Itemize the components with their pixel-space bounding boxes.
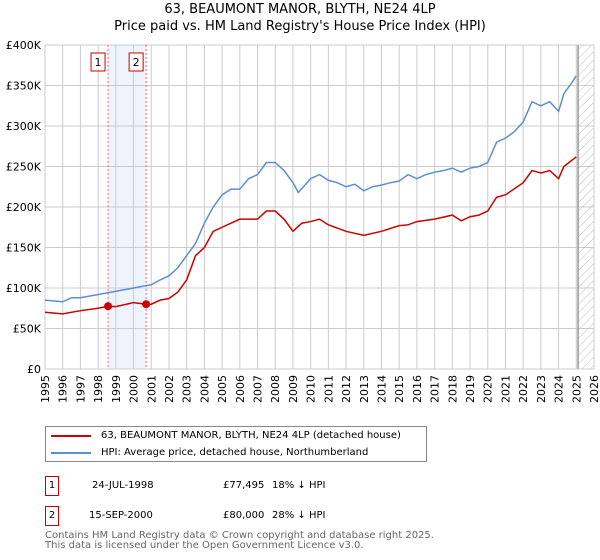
x-tick-label: 2001 (145, 375, 158, 403)
transaction-price: £77,495 (223, 480, 265, 491)
x-tick-label: 2012 (340, 375, 353, 403)
x-tick-label: 2022 (517, 375, 530, 403)
chart-title: 63, BEAUMONT MANOR, BLYTH, NE24 4LP (164, 2, 436, 17)
x-tick-label: 1998 (92, 375, 105, 403)
x-tick-label: 2010 (305, 375, 318, 403)
x-tick-label: 2024 (553, 375, 566, 403)
footer-line-2: This data is licensed under the Open Gov… (45, 540, 364, 551)
x-tick-label: 2014 (375, 375, 388, 403)
x-tick-label: 2016 (411, 375, 424, 403)
y-tick-label: £100K (6, 282, 42, 295)
y-tick-label: £300K (6, 120, 42, 133)
x-tick-label: 2004 (198, 375, 211, 403)
x-tick-label: 2009 (287, 375, 300, 403)
x-tick-label: 2003 (181, 375, 194, 403)
transaction-number: 2 (45, 506, 59, 526)
x-tick-label: 2023 (535, 375, 548, 403)
x-tick-label: 1997 (74, 375, 87, 403)
legend-red-line (51, 434, 91, 437)
y-tick-label: £250K (6, 161, 42, 174)
x-tick-label: 2007 (252, 375, 265, 403)
property-price-line (44, 156, 577, 315)
x-tick-label: 2000 (128, 375, 141, 403)
legend: 63, BEAUMONT MANOR, BLYTH, NE24 4LP (det… (45, 426, 427, 462)
x-tick-label: 2017 (429, 375, 442, 403)
footer-line-1: Contains HM Land Registry data © Crown c… (45, 530, 434, 541)
chart: 1995 1996 1997 1998 1999 2000 2001 2002 2003 2004… (6, 39, 600, 403)
x-tick-label: 2026 (588, 375, 600, 403)
y-tick-label: £150K (6, 242, 42, 255)
chart-subtitle: Price paid vs. HM Land Registry's House … (114, 19, 486, 34)
x-tick-label: 1999 (110, 375, 123, 403)
sale-label: 2 (133, 56, 140, 69)
x-tick-label: 2020 (482, 375, 495, 403)
transaction-date: 24-JUL-1998 (92, 480, 154, 491)
legend-property: 63, BEAUMONT MANOR, BLYTH, NE24 4LP (det… (101, 430, 401, 441)
transaction-hpi: 18% ↓ HPI (272, 480, 326, 491)
y-tick-label: £50K (13, 323, 42, 336)
x-tick-label: 2025 (570, 375, 583, 403)
plot-border (44, 44, 595, 370)
transaction-date: 15-SEP-2000 (89, 510, 153, 521)
legend-blue-line (51, 451, 91, 454)
sale-label-box (90, 52, 106, 72)
x-tick-label: 1996 (57, 375, 70, 403)
transaction-number: 1 (45, 476, 59, 496)
sale-point (104, 302, 113, 311)
x-tick-label: 2005 (216, 375, 229, 403)
y-tick-label: £0 (27, 363, 41, 376)
transaction-price: £80,000 (223, 510, 265, 521)
x-tick-label: 2008 (269, 375, 282, 403)
x-tick-label: 2011 (322, 375, 335, 403)
transaction-hpi: 28% ↓ HPI (272, 510, 326, 521)
x-tick-label: 2015 (393, 375, 406, 403)
x-tick-label: 2002 (163, 375, 176, 403)
sale-label: 1 (95, 56, 102, 69)
legend-hpi: HPI: Average price, detached house, Nort… (101, 447, 369, 458)
hpi-line (44, 75, 577, 303)
future-hatch (578, 45, 594, 369)
y-tick-label: £400K (6, 39, 42, 52)
sale-point (142, 300, 151, 309)
x-tick-label: 2019 (464, 375, 477, 403)
x-tick-label: 1995 (39, 375, 52, 403)
y-tick-label: £350K (6, 80, 42, 93)
x-tick-label: 2021 (499, 375, 512, 403)
y-tick-label: £200K (6, 201, 42, 214)
x-tick-label: 2018 (446, 375, 459, 403)
sale-label-box (128, 52, 144, 72)
x-tick-label: 2006 (234, 375, 247, 403)
x-tick-label: 2013 (358, 375, 371, 403)
